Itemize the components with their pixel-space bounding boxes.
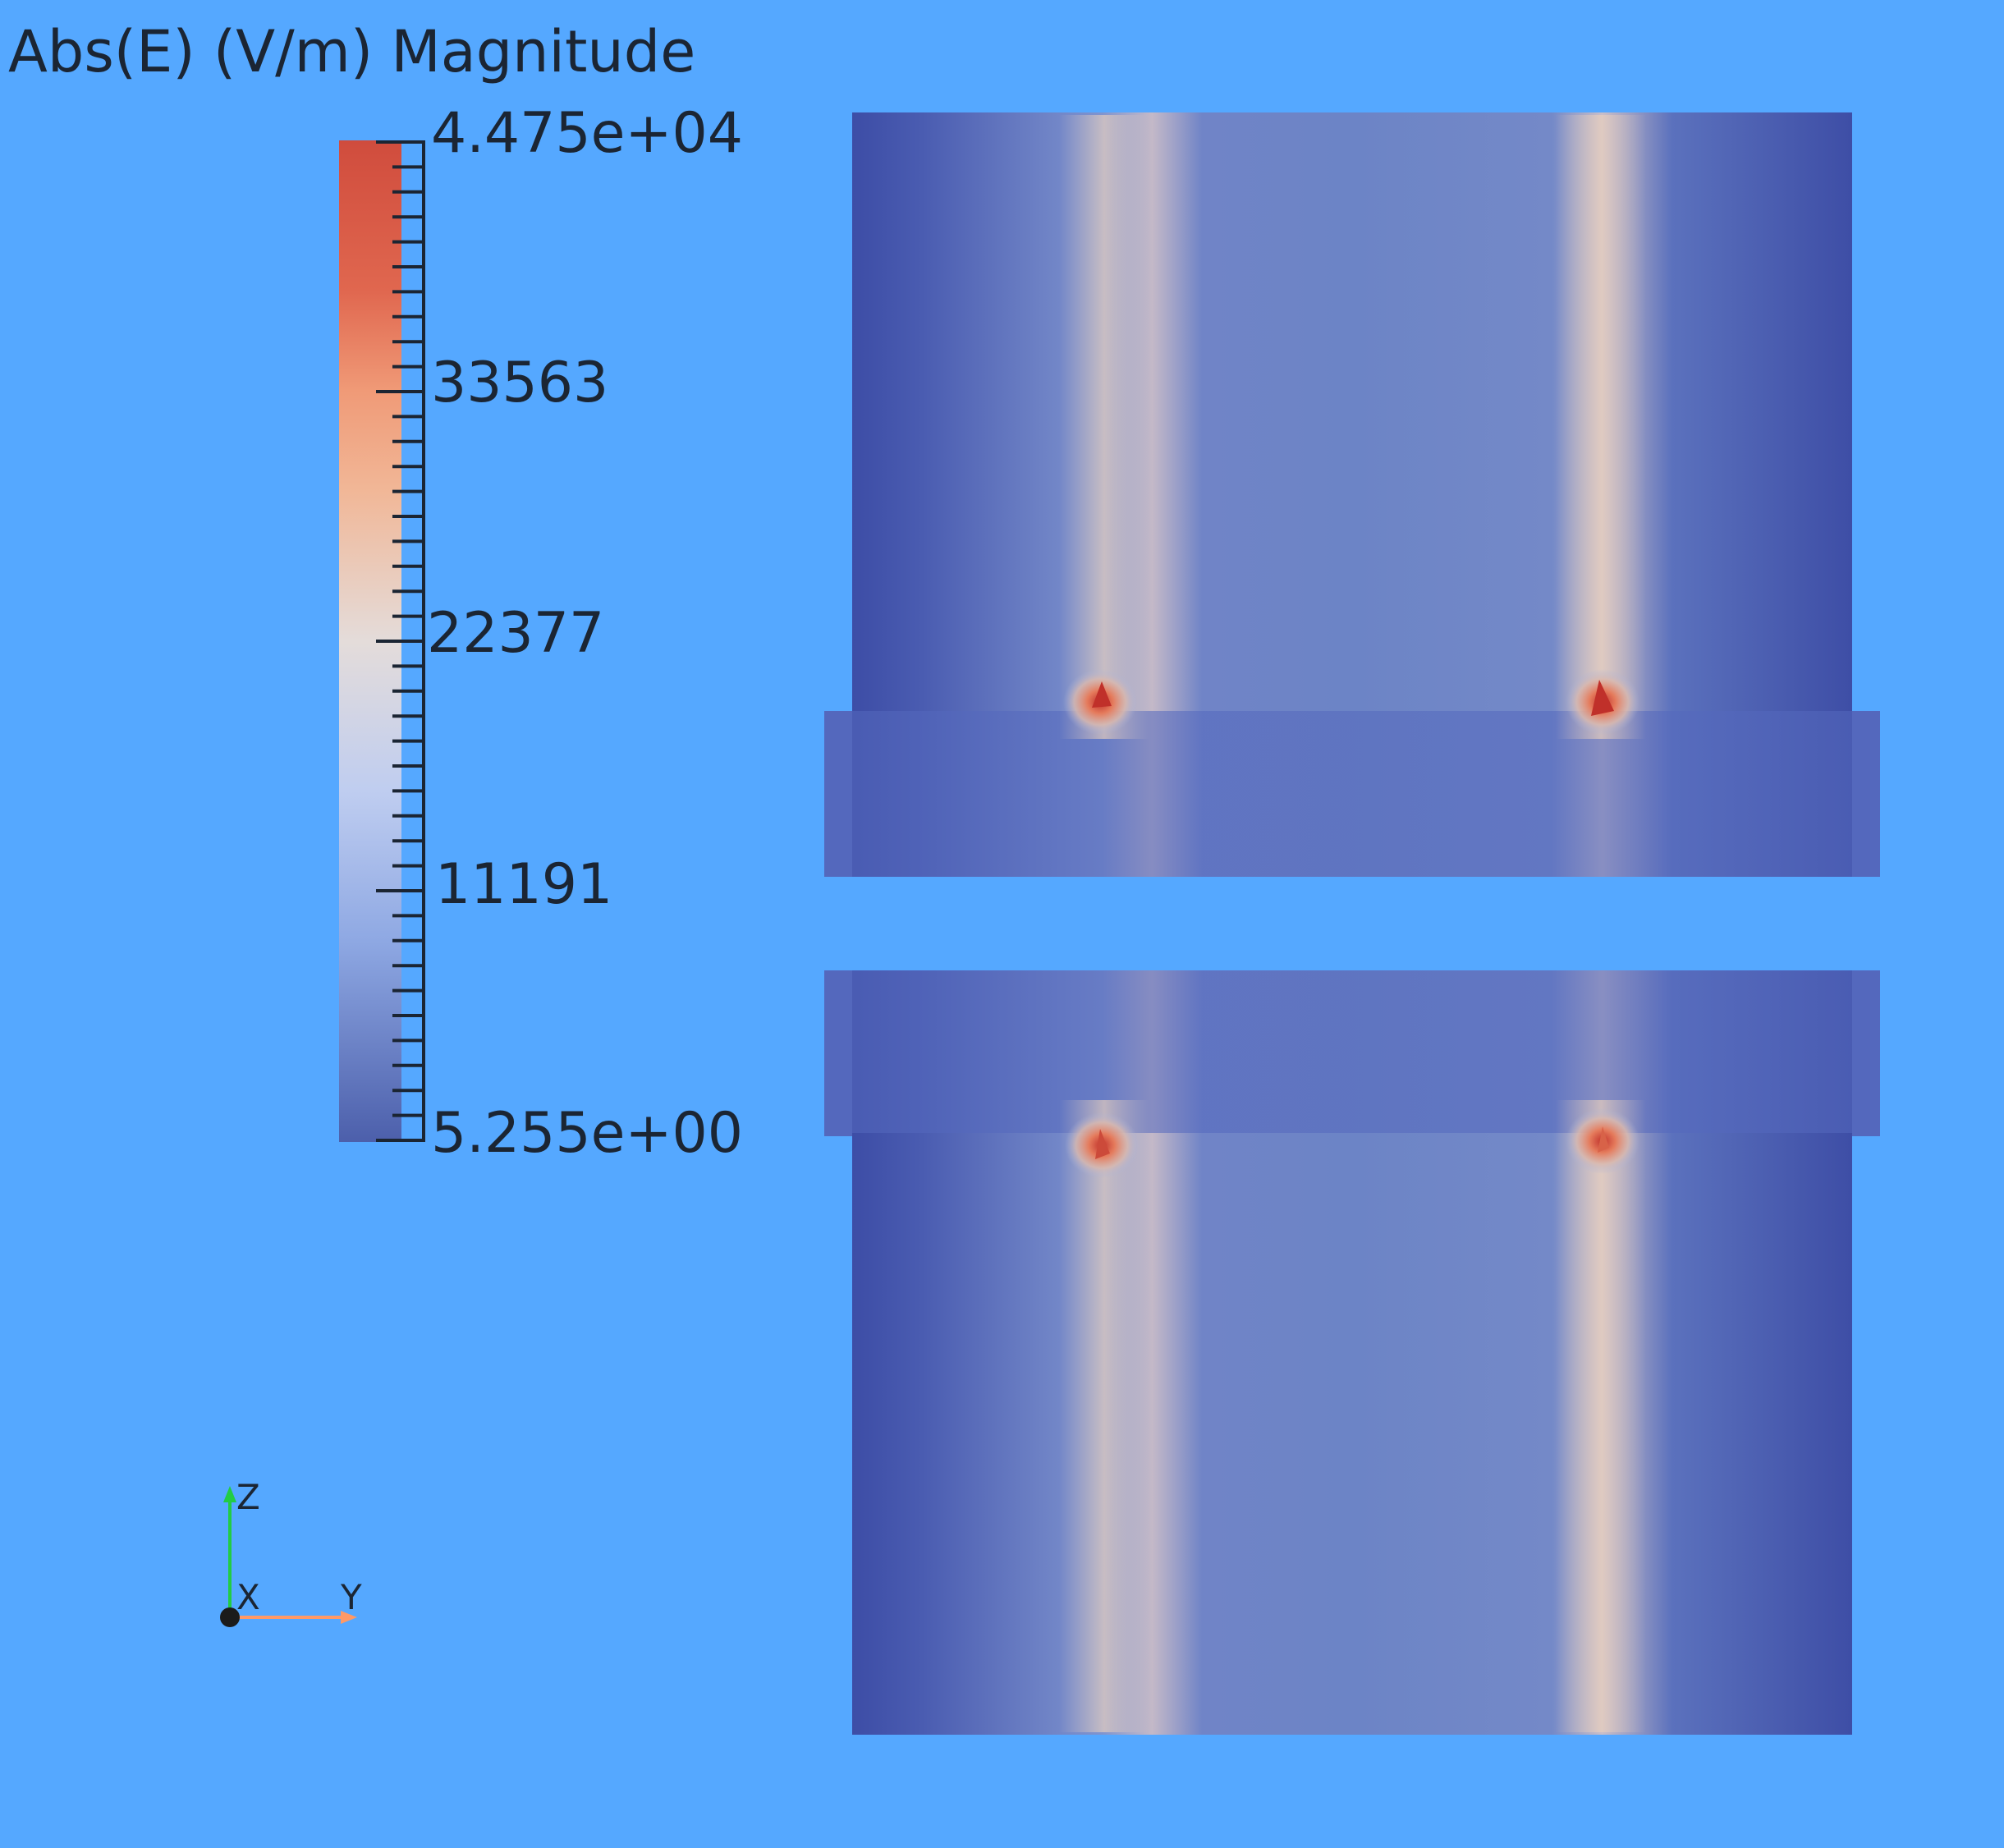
scalar-bar-label-max: 4.475e+04 — [431, 101, 744, 166]
scalar-bar-title: Abs(E) (V/m) Magnitude — [8, 18, 696, 85]
upper-streak-left — [1059, 115, 1149, 739]
scalar-bar-label-3: 33563 — [431, 351, 609, 415]
upper-body-flange-shade — [852, 711, 1852, 877]
axis-x-label: X — [236, 1577, 260, 1617]
axis-z-label: Z — [236, 1478, 260, 1517]
scalar-bar-ticks — [376, 140, 425, 1142]
upper-hotspot-left-core — [1092, 681, 1112, 708]
lower-hotspot-right-core — [1598, 1126, 1609, 1153]
lower-body-column — [852, 1133, 1852, 1735]
lower-body-flange-shade — [852, 970, 1852, 1136]
upper-body[interactable] — [824, 112, 1880, 877]
scalar-bar-label-1: 11191 — [435, 852, 613, 917]
axis-x-dot — [220, 1607, 240, 1627]
upper-streak-right — [1556, 115, 1646, 739]
lower-body[interactable] — [824, 970, 1880, 1735]
lower-hotspot-left-core — [1095, 1129, 1110, 1159]
axis-y-arrow — [341, 1611, 357, 1624]
axis-z-arrow — [223, 1486, 236, 1502]
orientation-axes[interactable]: Z X Y — [205, 1478, 386, 1642]
lower-streak-left — [1059, 1100, 1149, 1732]
lower-streak-right — [1556, 1100, 1646, 1732]
axis-y-label: Y — [340, 1577, 362, 1617]
upper-hotspot-right-core — [1591, 680, 1614, 716]
upper-body-column — [852, 112, 1852, 714]
scalar-bar-label-2: 22377 — [427, 601, 605, 666]
scalar-bar-label-min: 5.255e+00 — [431, 1101, 744, 1166]
